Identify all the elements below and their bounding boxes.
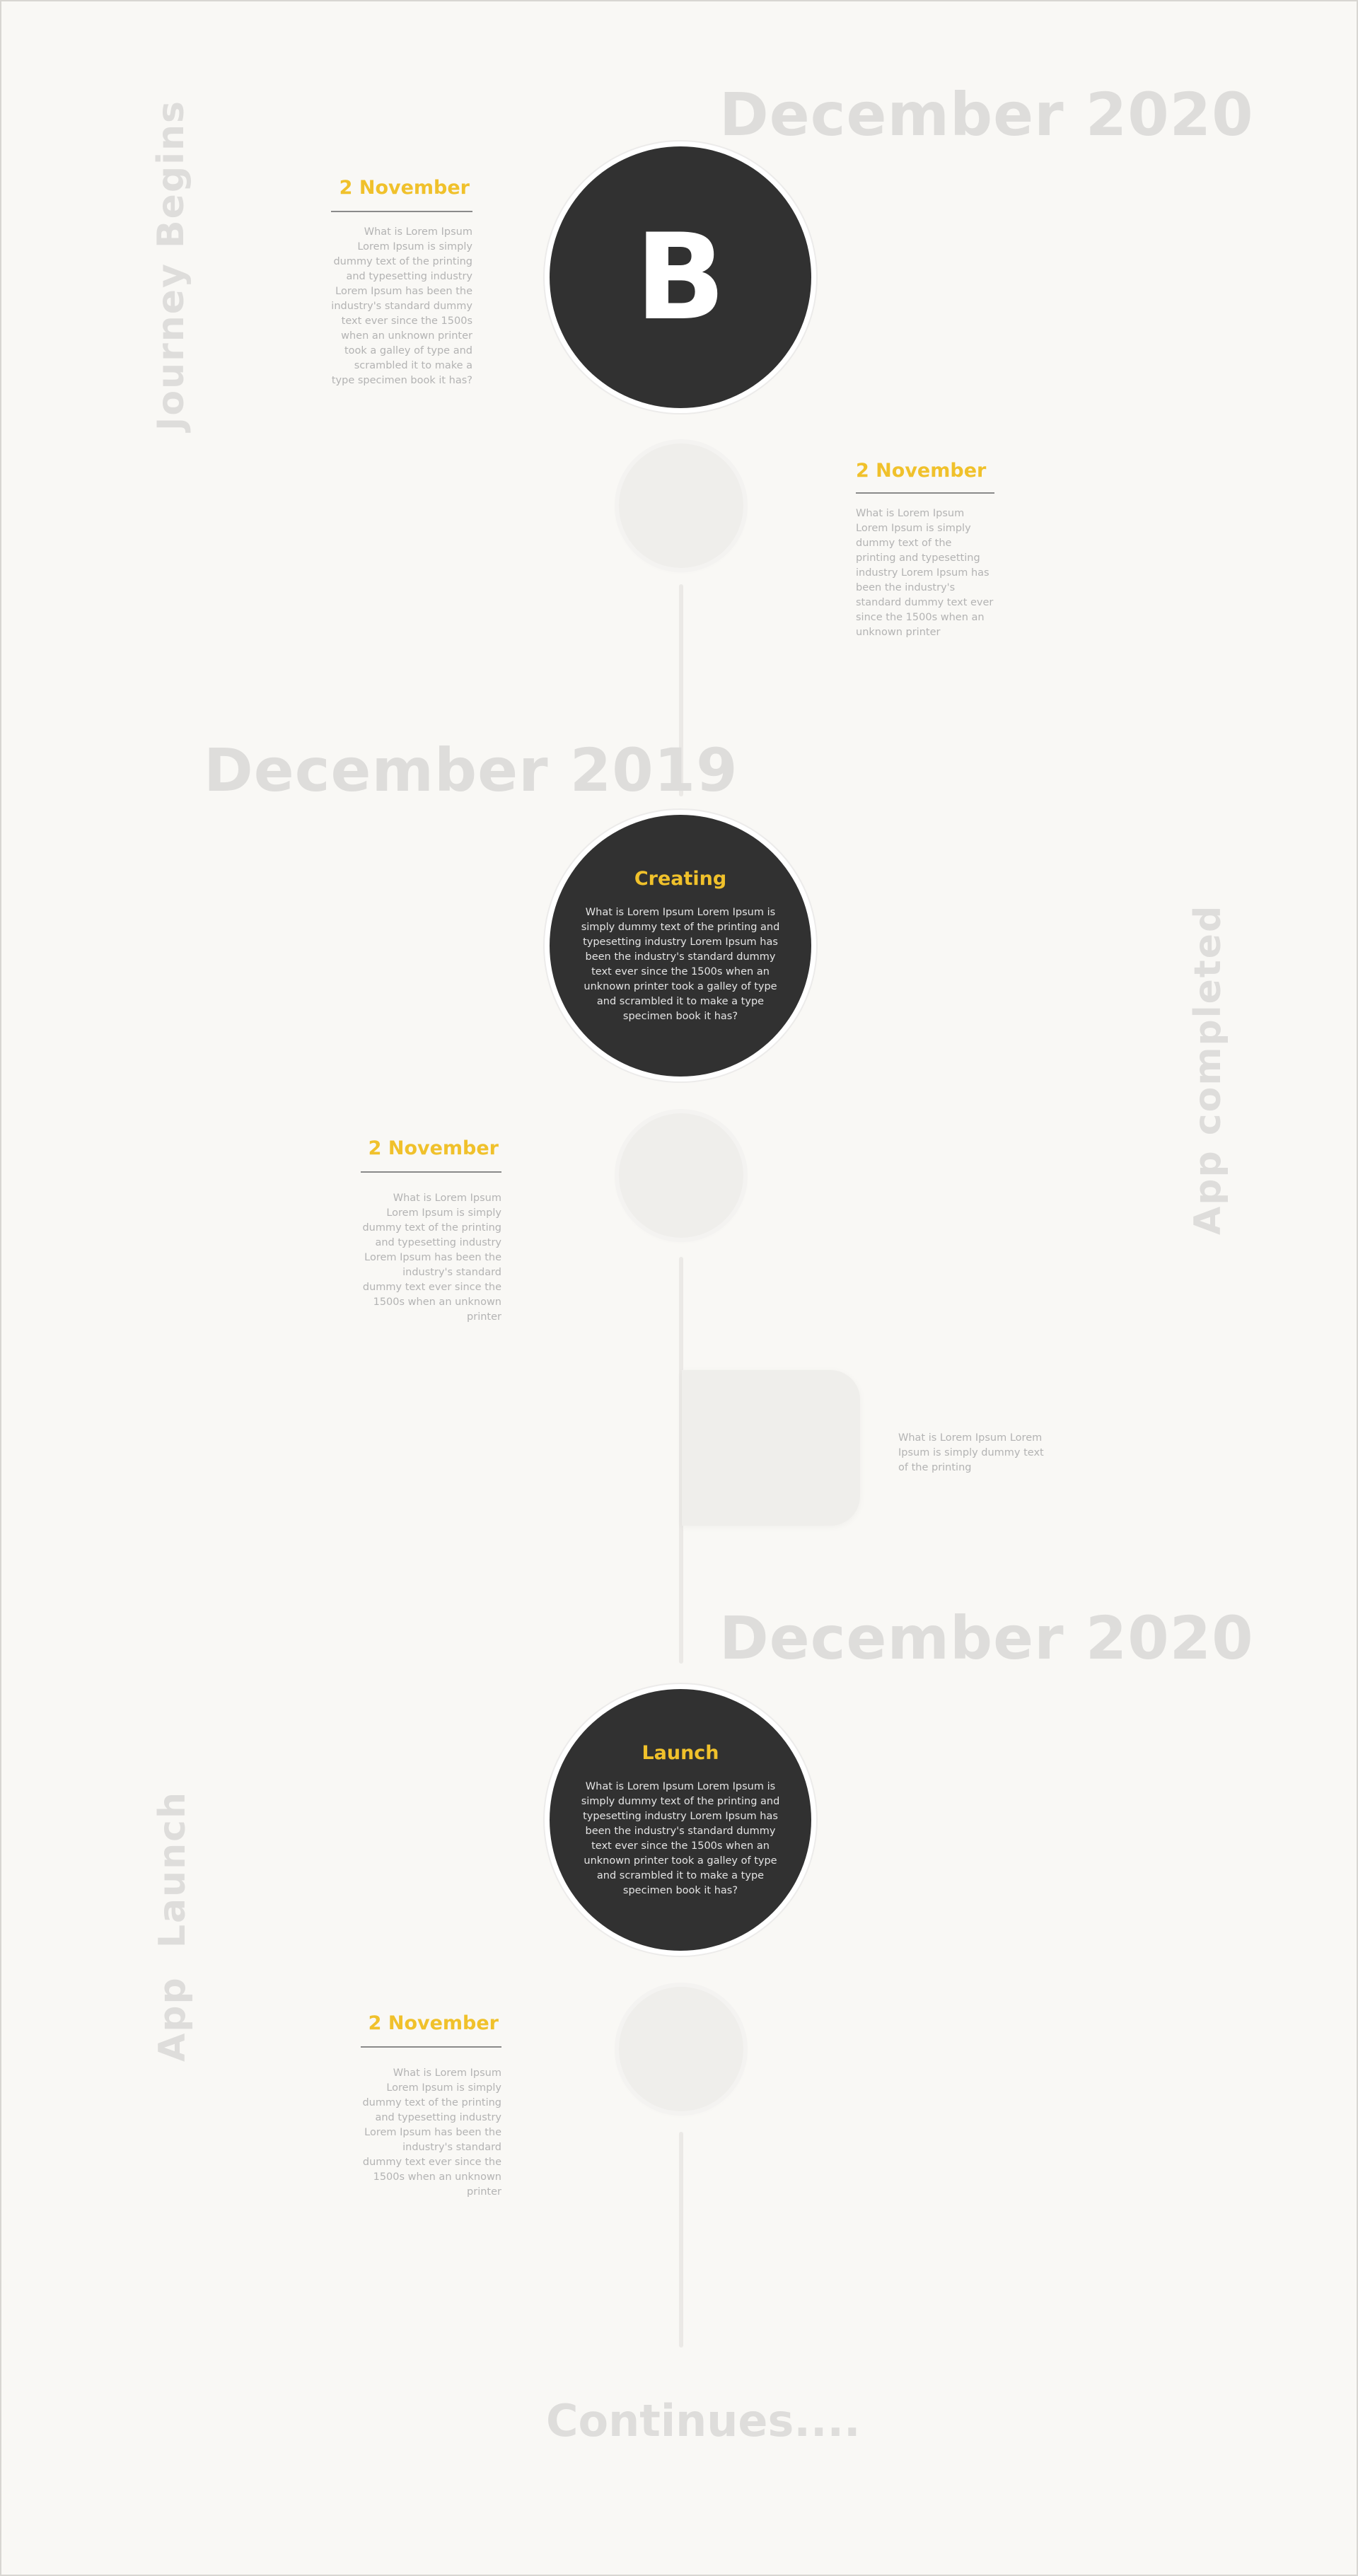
entry-description-4: What is Lorem Ipsum Lorem Ipsum is simpl… (362, 2067, 501, 2198)
year-label-2019: December 2019 (204, 736, 738, 805)
timeline-line-2 (679, 1257, 683, 1664)
milestone-card-text: What is Lorem Ipsum Lorem Ipsum is simpl… (898, 1432, 1044, 1473)
year-label-2020-top: December 2020 (719, 80, 1254, 149)
timeline-node-1 (619, 443, 743, 568)
entry-date-1: 2 November (339, 177, 470, 199)
entry-date-4: 2 November (368, 2012, 499, 2034)
timeline-line-1 (679, 584, 683, 796)
entry-description-1: What is Lorem Ipsum Lorem Ipsum is simpl… (331, 226, 472, 386)
milestone-card (682, 1370, 860, 1526)
entry-divider-3 (361, 1171, 501, 1173)
side-label-app-launch: App Launch (151, 1790, 194, 2062)
milestone-launch-title: Launch (642, 1741, 719, 1764)
side-label-journey-begins: Journey Begins (150, 100, 192, 431)
side-label-app-completed: App completed (1187, 904, 1229, 1235)
milestone-launch-circle: Launch What is Lorem Ipsum Lorem Ipsum i… (550, 1689, 811, 1951)
timeline-line-3 (679, 2132, 683, 2348)
timeline-node-2 (619, 1113, 743, 1238)
milestone-creating-circle: Creating What is Lorem Ipsum Lorem Ipsum… (550, 815, 811, 1077)
entry-divider-1 (331, 211, 472, 212)
milestone-creating-title: Creating (634, 867, 727, 890)
milestone-launch-text: What is Lorem Ipsum Lorem Ipsum is simpl… (581, 1780, 780, 1896)
brand-logo-letter: B (634, 208, 726, 347)
entry-divider-4 (361, 2046, 501, 2048)
entry-description-3: What is Lorem Ipsum Lorem Ipsum is simpl… (362, 1193, 501, 1323)
continues-label: Continues.... (546, 2395, 861, 2447)
entry-description-2: What is Lorem Ipsum Lorem Ipsum is simpl… (856, 508, 994, 638)
entry-divider-2 (856, 492, 994, 494)
year-label-2020-bottom: December 2020 (719, 1603, 1254, 1673)
entry-date-3: 2 November (368, 1137, 499, 1159)
entry-date-2: 2 November (856, 460, 987, 482)
timeline-node-3 (619, 1987, 743, 2111)
milestone-creating-text: What is Lorem Ipsum Lorem Ipsum is simpl… (581, 906, 780, 1022)
brand-logo-circle: B (550, 146, 811, 408)
